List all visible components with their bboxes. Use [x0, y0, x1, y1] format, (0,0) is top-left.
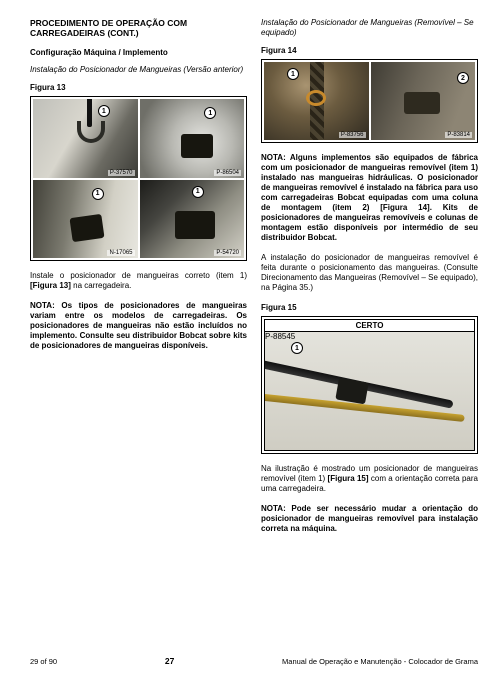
figure-14: 1 P-83756 2 P-83814 [261, 59, 478, 143]
figure-13-photo-a: 1 P-37570 [33, 99, 138, 177]
callout-1: 1 [92, 188, 104, 200]
figure-13: 1 P-37570 1 P-86504 1 N-17065 1 P-54720 [30, 96, 247, 261]
figure-15-label: Figura 15 [261, 303, 478, 312]
figure-13-photo-d: 1 P-54720 [140, 180, 245, 258]
p3b: [Figura 15] [328, 474, 369, 483]
photo-id: P-54720 [214, 250, 241, 256]
photo-id: N-17065 [107, 250, 134, 256]
install-paragraph: Instale o posicionador de mangueiras cor… [30, 271, 247, 291]
callout-1: 1 [291, 342, 303, 354]
footer-right: Manual de Operação e Manutenção - Coloca… [282, 657, 478, 666]
nota-left: NOTA: Os tipos de posicionadores de mang… [30, 301, 247, 351]
figure-13-photo-c: 1 N-17065 [33, 180, 138, 258]
nota-body: Os tipos de posicionadores de mangueiras… [30, 301, 247, 350]
photo-id: P-83756 [339, 132, 366, 138]
right-p2: A instalação do posicionador de mangueir… [261, 253, 478, 293]
right-p3: Na ilustração é mostrado um posicionador… [261, 464, 478, 494]
callout-1: 1 [287, 68, 299, 80]
config-subhead: Configuração Máquina / Implemento [30, 48, 247, 57]
p1b: [Figura 13] [30, 281, 71, 290]
nota-right-2: NOTA: Pode ser necessário mudar a orient… [261, 504, 478, 534]
photo-id: P-86504 [214, 170, 241, 176]
left-subtitle: Instalação do Posicionador de Mangueiras… [30, 65, 247, 75]
certo-label: CERTO [265, 320, 474, 332]
nota-right-1: NOTA: Alguns implementos são equipados d… [261, 153, 478, 243]
figure-14-label: Figura 14 [261, 46, 478, 55]
figure-15: CERTO 1 P-88545 [261, 316, 478, 454]
nota-body: Pode ser necessário mudar a orientação d… [261, 504, 478, 533]
callout-2: 2 [457, 72, 469, 84]
nota-body: Alguns implementos são equipados de fábr… [261, 153, 478, 242]
callout-1: 1 [204, 107, 216, 119]
figure-13-photo-b: 1 P-86504 [140, 99, 245, 177]
nota-lead: NOTA: [261, 153, 290, 162]
right-subtitle: Instalação do Posicionador de Mangueiras… [261, 18, 478, 38]
photo-id: P-83814 [445, 132, 472, 138]
photo-id: P-88545 [265, 332, 474, 341]
footer-left: 29 of 90 [30, 657, 57, 666]
p1c: na carregadeira. [71, 281, 131, 290]
callout-1: 1 [192, 186, 204, 198]
figure-14-photo-b: 2 P-83814 [371, 62, 476, 140]
figure-13-label: Figura 13 [30, 83, 247, 92]
figure-14-photo-a: 1 P-83756 [264, 62, 369, 140]
figure-15-photo: 1 P-88545 [265, 332, 474, 450]
p1a: Instale o posicionador de mangueiras cor… [30, 271, 247, 280]
section-title: PROCEDIMENTO DE OPERAÇÃO COM CARREGADEIR… [30, 18, 247, 38]
nota-lead: NOTA: [30, 301, 61, 310]
nota-lead: NOTA: [261, 504, 291, 513]
photo-id: P-37570 [108, 170, 135, 176]
page-number: 27 [165, 656, 174, 666]
callout-1: 1 [98, 105, 110, 117]
page-footer: 29 of 90 27 Manual de Operação e Manuten… [30, 656, 478, 666]
